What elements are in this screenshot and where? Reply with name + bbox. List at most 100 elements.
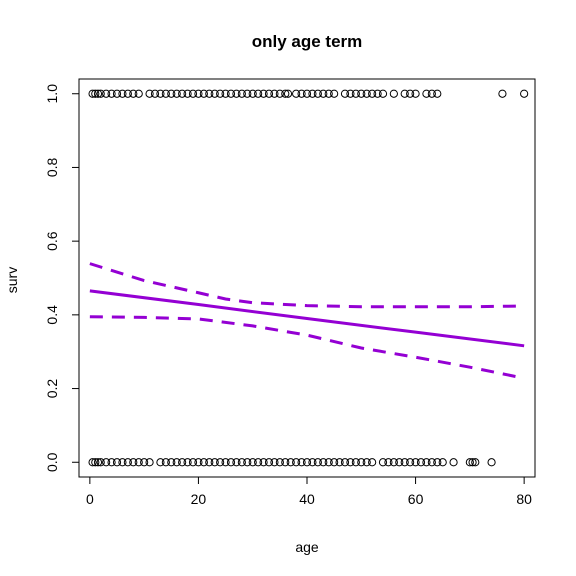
data-point xyxy=(221,458,230,467)
data-point xyxy=(400,458,409,467)
data-point xyxy=(283,89,293,98)
data-point xyxy=(520,89,529,98)
data-point xyxy=(330,458,339,467)
data-point xyxy=(395,458,404,467)
data-point xyxy=(226,458,236,467)
x-tick-label: 60 xyxy=(408,491,424,507)
data-point xyxy=(226,89,236,98)
data-point xyxy=(96,458,105,467)
data-point xyxy=(102,458,111,467)
data-point xyxy=(281,89,290,98)
data-point xyxy=(335,458,344,467)
data-point xyxy=(88,89,97,98)
data-point xyxy=(362,458,371,467)
data-point xyxy=(123,89,132,98)
data-point xyxy=(378,89,388,98)
data-point xyxy=(378,458,388,467)
data-point xyxy=(313,89,322,98)
data-point xyxy=(324,89,333,98)
data-point xyxy=(183,458,192,467)
data-point xyxy=(232,89,241,98)
data-point xyxy=(468,458,477,467)
data-point xyxy=(112,89,122,98)
data-point xyxy=(438,458,447,467)
data-point xyxy=(259,89,268,98)
data-point xyxy=(368,458,377,467)
data-point xyxy=(178,458,187,467)
data-point xyxy=(433,458,442,467)
data-point xyxy=(237,458,246,467)
data-point xyxy=(292,458,301,467)
data-point xyxy=(210,89,219,98)
data-point xyxy=(427,89,436,98)
data-point xyxy=(302,458,312,467)
data-point xyxy=(433,89,442,98)
data-point xyxy=(498,89,507,98)
data-point xyxy=(313,458,322,467)
data-point xyxy=(389,89,398,98)
data-point xyxy=(145,458,154,467)
data-point xyxy=(172,458,181,467)
data-point xyxy=(406,458,415,467)
data-point xyxy=(199,458,208,467)
x-axis-label: age xyxy=(295,539,319,555)
y-tick-label: 0.0 xyxy=(44,452,60,472)
data-point xyxy=(324,458,333,467)
data-point xyxy=(308,89,317,98)
data-point xyxy=(194,89,203,98)
data-point xyxy=(411,89,420,98)
data-point xyxy=(216,89,225,98)
data-point xyxy=(357,458,366,467)
data-point xyxy=(112,458,122,467)
data-point xyxy=(216,458,225,467)
data-point xyxy=(264,89,274,98)
data-point xyxy=(340,89,350,98)
data-point xyxy=(487,458,496,467)
data-point xyxy=(292,89,301,98)
data-point xyxy=(254,458,263,467)
data-point xyxy=(259,458,268,467)
data-point xyxy=(156,458,165,467)
data-point xyxy=(172,89,181,98)
data-point xyxy=(471,458,480,467)
y-axis: 0.0 0.2 0.4 0.6 0.8 1.0 xyxy=(44,84,80,472)
data-point xyxy=(118,458,127,467)
x-axis: 0 20 40 60 80 xyxy=(86,476,532,507)
data-point xyxy=(281,458,290,467)
data-point xyxy=(302,89,312,98)
data-point xyxy=(93,89,103,98)
data-point xyxy=(389,458,398,467)
data-point xyxy=(134,458,143,467)
data-point xyxy=(205,458,214,467)
data-point xyxy=(96,89,105,98)
x-tick-label: 20 xyxy=(191,491,207,507)
data-point xyxy=(308,458,317,467)
data-point xyxy=(362,89,371,98)
data-point xyxy=(373,89,382,98)
data-point xyxy=(427,458,436,467)
data-point xyxy=(330,89,339,98)
x-tick-label: 40 xyxy=(299,491,315,507)
data-point xyxy=(406,89,415,98)
y-tick-label: 0.4 xyxy=(44,305,60,325)
data-point xyxy=(107,89,116,98)
data-point xyxy=(183,89,192,98)
data-point xyxy=(150,89,160,98)
data-point xyxy=(205,89,214,98)
data-point xyxy=(102,89,111,98)
data-point xyxy=(248,89,257,98)
fit-lines xyxy=(89,262,525,380)
data-point xyxy=(297,458,306,467)
y-axis-label: surv xyxy=(4,267,20,293)
data-point xyxy=(422,89,431,98)
data-point xyxy=(140,458,149,467)
data-point xyxy=(134,89,143,98)
data-point xyxy=(91,89,100,98)
data-point xyxy=(357,89,366,98)
data-point xyxy=(275,458,284,467)
data-point xyxy=(210,458,219,467)
data-point xyxy=(368,89,377,98)
data-point xyxy=(346,458,355,467)
data-point xyxy=(351,89,360,98)
